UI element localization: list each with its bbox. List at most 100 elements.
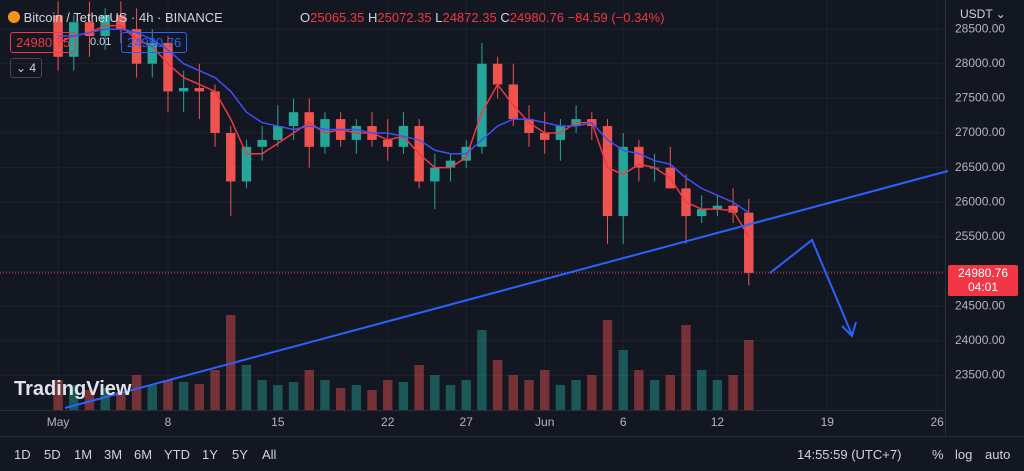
volume-bar xyxy=(555,385,566,410)
y-tick-label: 28500.00 xyxy=(955,21,1005,35)
o-label: O xyxy=(300,10,311,25)
volume-bar xyxy=(445,385,456,410)
currency-text: USDT xyxy=(960,7,993,21)
candle-body xyxy=(492,63,503,85)
candle-body xyxy=(178,87,189,92)
volume-bar xyxy=(241,365,252,410)
sell-price[interactable]: 24980.75 xyxy=(10,32,77,53)
toolbar-item: 14:55:59 (UTC+7) xyxy=(797,447,902,462)
volume-bar xyxy=(461,380,471,410)
x-tick-label: Jun xyxy=(535,415,554,429)
last-price-box: 24980.76 04:01 xyxy=(948,264,1018,296)
range-button[interactable]: YTD xyxy=(164,447,190,462)
volume-bar xyxy=(602,320,613,410)
candle-body xyxy=(477,63,487,147)
toolbar-item[interactable]: log xyxy=(955,447,973,462)
volume-bar xyxy=(210,370,220,410)
candle-body xyxy=(194,87,205,92)
range-button[interactable]: 1D xyxy=(14,447,31,462)
volume-bar xyxy=(477,330,487,410)
volume-bar xyxy=(273,385,283,410)
indicator-count: 4 xyxy=(29,61,37,75)
candle-body xyxy=(430,167,440,182)
candle-body xyxy=(257,139,267,147)
indicator-toggle[interactable]: ⌄ 4 xyxy=(10,58,43,78)
x-tick-label: 12 xyxy=(711,415,725,429)
x-tick-label: 26 xyxy=(930,415,944,429)
range-button[interactable]: 1M xyxy=(74,447,93,462)
x-tick-label: May xyxy=(47,415,70,429)
range-button[interactable]: All xyxy=(262,447,277,462)
spread: 0.01 xyxy=(90,36,112,48)
c-label: C xyxy=(500,10,510,25)
l-label: L xyxy=(435,10,443,25)
range-button[interactable]: 6M xyxy=(134,447,153,462)
candle-body xyxy=(84,22,95,37)
candle-body xyxy=(273,126,283,140)
y-tick-label: 26500.00 xyxy=(955,160,1005,174)
symbol-text: Bitcoin / TetherUS · 4h · BINANCE xyxy=(23,10,223,25)
candle-body xyxy=(508,84,519,120)
volume-bar xyxy=(335,388,346,410)
toolbar-item[interactable]: auto xyxy=(985,447,1011,462)
x-tick-label: 27 xyxy=(460,415,474,429)
volume-bar xyxy=(696,370,707,410)
volume-bar xyxy=(178,382,189,410)
last-price: 24980.76 xyxy=(957,265,1009,280)
x-tick-label: 19 xyxy=(821,415,835,429)
range-button[interactable]: 5D xyxy=(44,447,61,462)
x-tick-label: 22 xyxy=(381,415,395,429)
candle-body xyxy=(69,22,79,57)
candle-body xyxy=(210,91,220,133)
c-value: 24980.76 xyxy=(509,10,564,25)
volume-bar xyxy=(367,390,377,410)
symbol[interactable]: Bitcoin / TetherUS · 4h · BINANCE xyxy=(8,10,223,25)
logo-text: TradingView xyxy=(14,378,132,400)
y-tick-label: 27500.00 xyxy=(955,91,1005,105)
volume-bar xyxy=(744,340,754,410)
toolbar: 1D 5D 1M 3M 6M YTD 1Y 5Y All 14:55:59 (UTC+7)% log… xyxy=(0,436,1024,471)
chart: 23500.0024000.0024500.0025000.0025500.00… xyxy=(0,0,1005,436)
x-tick-label: 8 xyxy=(165,415,172,429)
candle-body xyxy=(618,146,628,217)
range-button[interactable]: 1Y xyxy=(202,447,218,462)
volume-bar xyxy=(414,365,424,410)
volume-bar xyxy=(492,360,503,410)
candle-body xyxy=(116,15,126,30)
volume-bar xyxy=(618,350,628,410)
candle-body xyxy=(445,160,456,168)
y-tick-label: 28000.00 xyxy=(955,56,1005,70)
volume-bar xyxy=(712,380,723,410)
range-button[interactable]: 5Y xyxy=(232,447,248,462)
candle-body xyxy=(634,146,644,168)
h-value: 25072.35 xyxy=(377,10,432,25)
moving-average xyxy=(58,28,750,214)
volume-bar xyxy=(163,380,173,410)
buy-price[interactable]: 24980.76 xyxy=(121,32,188,53)
y-tick-label: 23500.00 xyxy=(955,368,1005,382)
y-tick-label: 24500.00 xyxy=(955,298,1005,312)
x-tick-label: 6 xyxy=(620,415,627,429)
volume-bar xyxy=(728,375,738,410)
l-value: 24872.35 xyxy=(442,10,497,25)
candle-body xyxy=(696,209,707,217)
volume-bar xyxy=(304,370,314,410)
volume-bar xyxy=(351,385,362,410)
candle-body xyxy=(744,212,754,273)
range-button[interactable]: 3M xyxy=(104,447,123,462)
volume-bar xyxy=(53,380,63,410)
candle-body xyxy=(131,29,142,64)
change: −84.59 (−0.34%) xyxy=(567,10,665,25)
volume-bar xyxy=(587,375,597,410)
logo: TradingView xyxy=(14,378,131,401)
y-tick-label: 25500.00 xyxy=(955,229,1005,243)
y-tick-label: 26000.00 xyxy=(955,194,1005,208)
toolbar-item[interactable]: % xyxy=(932,447,944,462)
candle-body xyxy=(524,119,534,133)
volume-bar xyxy=(540,370,550,410)
countdown: 04:01 xyxy=(967,279,999,294)
candle-body xyxy=(383,139,393,147)
volume-bar xyxy=(383,380,393,410)
currency[interactable]: USDT ⌄ xyxy=(960,7,1006,21)
